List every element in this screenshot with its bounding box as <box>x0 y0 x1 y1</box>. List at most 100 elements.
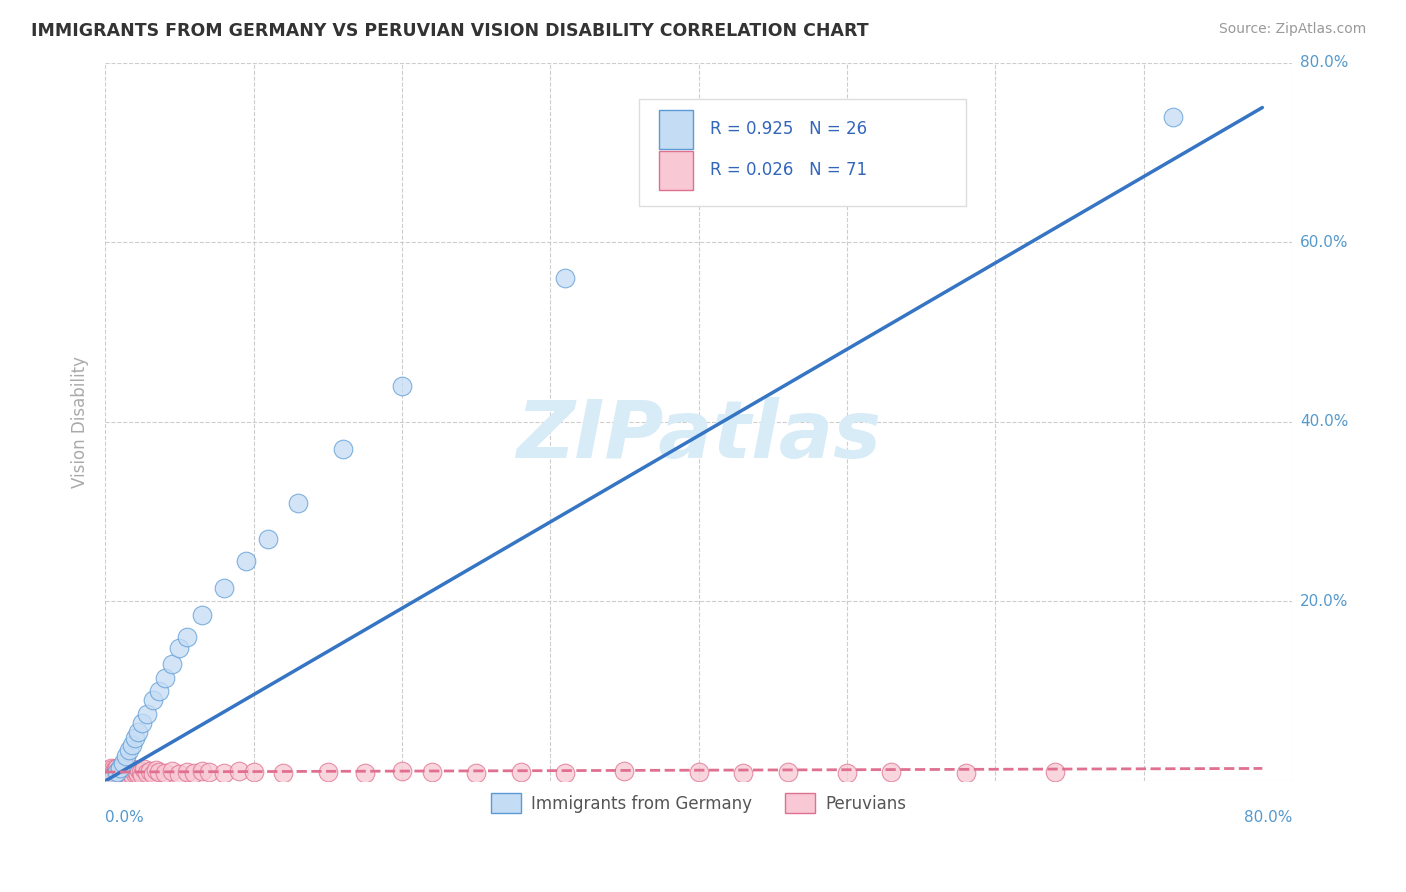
Point <box>190 764 212 778</box>
Point <box>129 765 152 780</box>
Point <box>212 581 235 595</box>
Point <box>107 766 129 780</box>
Point <box>183 766 205 780</box>
Point <box>271 766 294 780</box>
Point <box>132 762 155 776</box>
Point <box>160 657 183 672</box>
Text: 60.0%: 60.0% <box>1301 235 1348 250</box>
Point <box>111 767 134 781</box>
Point <box>110 762 132 776</box>
Point <box>509 765 531 780</box>
Point <box>420 765 443 780</box>
FancyBboxPatch shape <box>640 98 966 206</box>
Point <box>235 554 257 568</box>
Point <box>124 731 146 745</box>
Point <box>776 765 799 780</box>
Point <box>554 271 576 285</box>
Point <box>105 765 128 780</box>
Point <box>135 766 157 780</box>
Point <box>114 768 136 782</box>
Point <box>138 764 160 778</box>
Y-axis label: Vision Disability: Vision Disability <box>72 356 89 488</box>
Point <box>101 762 124 776</box>
Point <box>176 765 198 780</box>
Point <box>100 768 122 782</box>
Point <box>148 684 170 698</box>
Point <box>131 768 153 782</box>
Point <box>117 764 139 778</box>
Point <box>111 756 134 770</box>
Point <box>98 765 121 780</box>
Point <box>101 768 124 782</box>
Text: Source: ZipAtlas.com: Source: ZipAtlas.com <box>1219 22 1367 37</box>
Point <box>835 766 858 780</box>
Point <box>105 767 128 781</box>
Point <box>257 532 280 546</box>
Legend: Immigrants from Germany, Peruvians: Immigrants from Germany, Peruvians <box>484 787 912 820</box>
Point <box>124 766 146 780</box>
Point <box>353 766 375 780</box>
Point <box>118 742 141 756</box>
Point <box>127 724 149 739</box>
Point <box>212 766 235 780</box>
Point <box>391 764 413 778</box>
Point <box>332 442 354 456</box>
Point <box>108 764 131 778</box>
Point <box>121 738 143 752</box>
Point <box>103 764 125 778</box>
Point <box>733 766 755 780</box>
Point <box>1163 110 1185 124</box>
Point <box>880 765 903 780</box>
Point <box>122 762 145 776</box>
Point <box>118 761 141 775</box>
Text: 80.0%: 80.0% <box>1301 55 1348 70</box>
Point <box>169 767 191 781</box>
Point <box>131 715 153 730</box>
Text: R = 0.925   N = 26: R = 0.925 N = 26 <box>710 120 868 138</box>
Point <box>114 765 136 780</box>
Point <box>316 765 339 780</box>
Point <box>101 766 124 780</box>
Text: 80.0%: 80.0% <box>1244 810 1292 825</box>
Text: 40.0%: 40.0% <box>1301 414 1348 429</box>
Point <box>97 767 120 781</box>
Point <box>955 766 977 780</box>
Point <box>153 671 176 685</box>
Point <box>108 768 131 782</box>
Point <box>125 764 148 778</box>
Point <box>391 379 413 393</box>
Point <box>242 765 264 780</box>
Point <box>100 760 122 774</box>
Point <box>121 768 143 782</box>
Point <box>142 767 165 781</box>
Point <box>190 607 212 622</box>
Point <box>120 765 142 780</box>
Point <box>115 766 138 780</box>
Point <box>115 748 138 763</box>
Point <box>1043 765 1066 780</box>
Point <box>465 766 488 780</box>
FancyBboxPatch shape <box>659 151 693 190</box>
Point <box>127 767 149 781</box>
Point <box>160 764 183 778</box>
Point <box>287 495 309 509</box>
Point <box>228 764 250 778</box>
Point <box>145 763 167 777</box>
Point <box>105 761 128 775</box>
Point <box>142 693 165 707</box>
Point <box>108 760 131 774</box>
Point <box>117 767 139 781</box>
Point <box>128 763 150 777</box>
Point <box>688 765 710 780</box>
Point <box>198 765 221 780</box>
Point <box>104 765 127 780</box>
Point <box>104 762 127 776</box>
Point <box>169 641 191 656</box>
Point <box>97 763 120 777</box>
Text: 20.0%: 20.0% <box>1301 594 1348 609</box>
Point <box>98 769 121 783</box>
Text: IMMIGRANTS FROM GERMANY VS PERUVIAN VISION DISABILITY CORRELATION CHART: IMMIGRANTS FROM GERMANY VS PERUVIAN VISI… <box>31 22 869 40</box>
Text: 0.0%: 0.0% <box>105 810 143 825</box>
Point <box>148 765 170 780</box>
Point <box>101 770 124 784</box>
